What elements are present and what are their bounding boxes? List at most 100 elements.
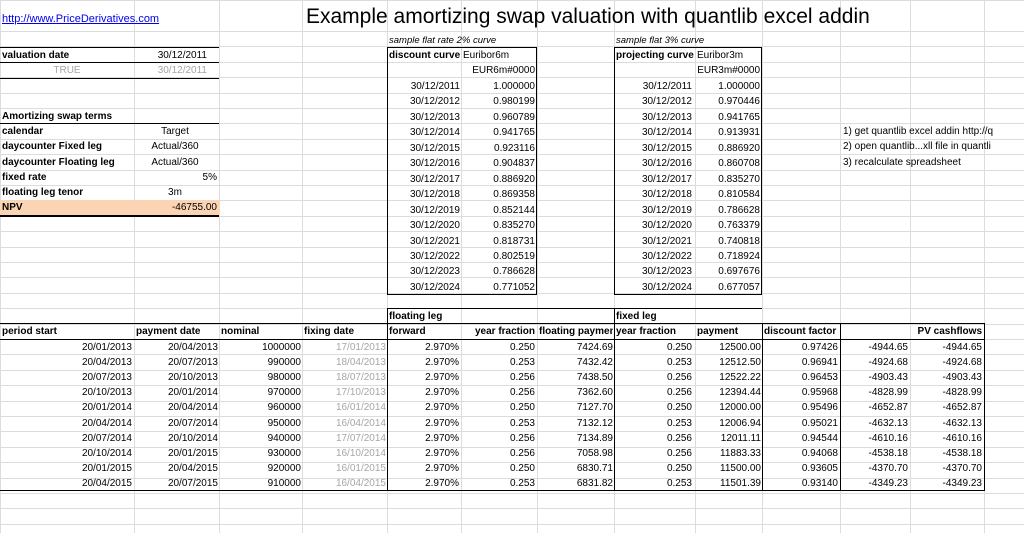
term-value[interactable]: Actual/360 bbox=[151, 141, 199, 153]
period-start-cell[interactable]: 20/07/2014 bbox=[81, 432, 132, 444]
projecting-discount-factor[interactable]: 0.941765 bbox=[718, 111, 760, 123]
valuation-date-value[interactable]: 30/12/2011 bbox=[157, 50, 207, 61]
floating-year-fraction-cell[interactable]: 0.256 bbox=[509, 372, 535, 384]
term-value[interactable]: Target bbox=[161, 126, 189, 137]
period-start-cell[interactable]: 20/01/2015 bbox=[81, 462, 132, 474]
valuation-true-flag[interactable]: TRUE bbox=[53, 65, 81, 76]
forward-cell[interactable]: 2.970% bbox=[425, 477, 459, 489]
fixing-date-cell[interactable]: 17/10/2013 bbox=[335, 387, 386, 399]
discount-discount-factor[interactable]: 0.802519 bbox=[493, 250, 535, 262]
floating-year-fraction-cell[interactable]: 0.256 bbox=[509, 432, 535, 444]
payment-date-cell[interactable]: 20/10/2013 bbox=[167, 372, 218, 384]
pv-value-cell[interactable]: -4924.68 bbox=[868, 357, 908, 369]
projecting-date[interactable]: 30/12/2016 bbox=[641, 158, 692, 170]
projecting-date[interactable]: 30/12/2015 bbox=[641, 142, 692, 154]
projecting-discount-factor[interactable]: 0.740818 bbox=[718, 235, 760, 247]
projecting-date[interactable]: 30/12/2018 bbox=[641, 189, 692, 201]
discount-factor-cell[interactable]: 0.93140 bbox=[801, 477, 838, 489]
discount-date[interactable]: 30/12/2019 bbox=[409, 204, 460, 216]
discount-curve-index[interactable]: Euribor6m bbox=[463, 50, 510, 61]
floating-payment-cell[interactable]: 7132.12 bbox=[576, 417, 613, 429]
discount-factor-cell[interactable]: 0.94068 bbox=[801, 447, 838, 459]
discount-date[interactable]: 30/12/2013 bbox=[409, 111, 460, 123]
period-start-cell[interactable]: 20/07/2013 bbox=[81, 372, 132, 384]
discount-factor-cell[interactable]: 0.96453 bbox=[801, 372, 838, 384]
fixed-payment-cell[interactable]: 12006.94 bbox=[719, 417, 761, 429]
nominal-cell[interactable]: 990000 bbox=[267, 357, 301, 369]
nominal-cell[interactable]: 980000 bbox=[267, 372, 301, 384]
projecting-discount-factor[interactable]: 0.697676 bbox=[718, 266, 760, 278]
forward-cell[interactable]: 2.970% bbox=[425, 342, 459, 353]
fixing-date-cell[interactable]: 16/04/2015 bbox=[335, 477, 386, 489]
nominal-cell[interactable]: 960000 bbox=[267, 402, 301, 414]
floating-payment-cell[interactable]: 7424.69 bbox=[576, 342, 613, 353]
discount-factor-cell[interactable]: 0.94544 bbox=[801, 432, 838, 444]
nominal-cell[interactable]: 920000 bbox=[267, 462, 301, 474]
discount-date[interactable]: 30/12/2011 bbox=[410, 81, 460, 92]
forward-cell[interactable]: 2.970% bbox=[425, 417, 459, 429]
period-start-cell[interactable]: 20/04/2014 bbox=[81, 417, 132, 429]
period-start-cell[interactable]: 20/10/2014 bbox=[81, 447, 132, 459]
valuation-evaluation-date[interactable]: 30/12/2011 bbox=[157, 65, 207, 76]
projecting-date[interactable]: 30/12/2022 bbox=[641, 250, 692, 262]
fixed-payment-cell[interactable]: 12011.11 bbox=[720, 432, 761, 444]
floating-year-fraction-cell[interactable]: 0.250 bbox=[509, 462, 535, 474]
projecting-discount-factor[interactable]: 0.970446 bbox=[718, 96, 760, 108]
period-start-cell[interactable]: 20/04/2013 bbox=[81, 357, 132, 369]
projecting-discount-factor[interactable]: 1.000000 bbox=[718, 81, 760, 92]
fixed-year-fraction-cell[interactable]: 0.250 bbox=[666, 342, 692, 353]
projecting-discount-factor[interactable]: 0.718924 bbox=[718, 250, 760, 262]
payment-date-cell[interactable]: 20/01/2014 bbox=[167, 387, 218, 399]
payment-date-cell[interactable]: 20/07/2015 bbox=[167, 477, 218, 489]
nominal-cell[interactable]: 950000 bbox=[267, 417, 301, 429]
floating-payment-cell[interactable]: 7438.50 bbox=[576, 372, 613, 384]
fixing-date-cell[interactable]: 17/01/2013 bbox=[335, 342, 386, 353]
term-value[interactable]: 3m bbox=[168, 187, 182, 199]
projecting-discount-factor[interactable]: 0.763379 bbox=[718, 220, 760, 232]
pv-value-cell[interactable]: -4944.65 bbox=[868, 342, 908, 353]
discount-factor-cell[interactable]: 0.95968 bbox=[801, 387, 838, 399]
projecting-discount-factor[interactable]: 0.835270 bbox=[718, 173, 760, 185]
forward-cell[interactable]: 2.970% bbox=[425, 447, 459, 459]
payment-date-cell[interactable]: 20/04/2015 bbox=[167, 462, 218, 474]
discount-date[interactable]: 30/12/2020 bbox=[409, 220, 460, 232]
projecting-discount-factor[interactable]: 0.677057 bbox=[718, 281, 760, 293]
fixed-year-fraction-cell[interactable]: 0.250 bbox=[666, 462, 692, 474]
floating-payment-cell[interactable]: 6830.71 bbox=[576, 462, 613, 474]
projecting-discount-factor[interactable]: 0.810584 bbox=[718, 189, 760, 201]
discount-factor-cell[interactable]: 0.96941 bbox=[801, 357, 838, 369]
forward-cell[interactable]: 2.970% bbox=[425, 387, 459, 399]
pv-value-cell[interactable]: -4538.18 bbox=[868, 447, 908, 459]
fixed-payment-cell[interactable]: 12512.50 bbox=[719, 357, 761, 369]
floating-payment-cell[interactable]: 6831.82 bbox=[576, 477, 613, 489]
floating-year-fraction-cell[interactable]: 0.253 bbox=[509, 477, 535, 489]
fixing-date-cell[interactable]: 16/01/2014 bbox=[335, 402, 386, 414]
floating-year-fraction-cell[interactable]: 0.253 bbox=[509, 357, 535, 369]
discount-discount-factor[interactable]: 0.923116 bbox=[494, 142, 535, 154]
discount-date[interactable]: 30/12/2021 bbox=[409, 235, 460, 247]
pv-cashflow-cell[interactable]: -4538.18 bbox=[942, 447, 982, 459]
pv-cashflow-cell[interactable]: -4944.65 bbox=[942, 342, 982, 353]
discount-date[interactable]: 30/12/2022 bbox=[409, 250, 460, 262]
projecting-date[interactable]: 30/12/2021 bbox=[641, 235, 692, 247]
nominal-cell[interactable]: 930000 bbox=[267, 447, 301, 459]
nominal-cell[interactable]: 970000 bbox=[267, 387, 301, 399]
discount-discount-factor[interactable]: 0.852144 bbox=[493, 204, 535, 216]
payment-date-cell[interactable]: 20/07/2013 bbox=[167, 357, 218, 369]
discount-discount-factor[interactable]: 0.941765 bbox=[493, 127, 535, 139]
fixed-payment-cell[interactable]: 12394.44 bbox=[719, 387, 761, 399]
term-value[interactable]: 5% bbox=[202, 171, 217, 183]
pv-value-cell[interactable]: -4610.16 bbox=[868, 432, 908, 444]
discount-discount-factor[interactable]: 0.771052 bbox=[493, 281, 535, 293]
pv-cashflow-cell[interactable]: -4924.68 bbox=[942, 357, 982, 369]
discount-date[interactable]: 30/12/2016 bbox=[409, 158, 460, 170]
forward-cell[interactable]: 2.970% bbox=[425, 432, 459, 444]
discount-date[interactable]: 30/12/2014 bbox=[409, 127, 460, 139]
npv-value[interactable]: -46755.00 bbox=[171, 202, 217, 213]
floating-payment-cell[interactable]: 7362.60 bbox=[576, 387, 613, 399]
fixing-date-cell[interactable]: 18/04/2013 bbox=[335, 357, 386, 369]
discount-factor-cell[interactable]: 0.93605 bbox=[801, 462, 838, 474]
discount-discount-factor[interactable]: 0.904837 bbox=[493, 158, 535, 170]
projecting-discount-factor[interactable]: 0.913931 bbox=[718, 127, 760, 139]
floating-payment-cell[interactable]: 7127.70 bbox=[576, 402, 613, 414]
